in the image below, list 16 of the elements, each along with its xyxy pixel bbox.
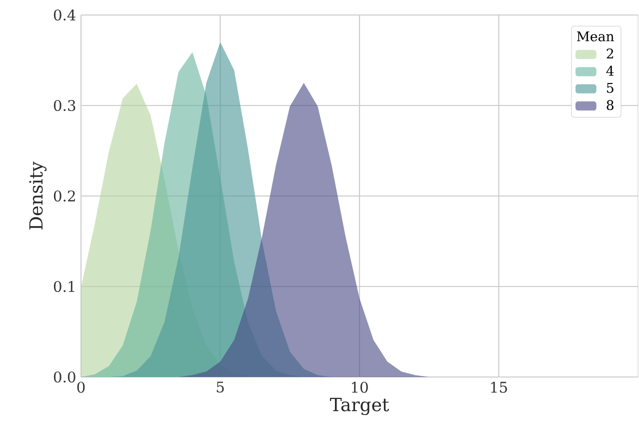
x-tick-label: 5: [216, 382, 224, 393]
x-tick-label: 10: [352, 382, 368, 393]
legend-label: 5: [607, 82, 614, 93]
y-tick-label: 0.4: [54, 9, 76, 21]
y-tick-label: 0.0: [54, 371, 76, 383]
y-tick-label: 0.3: [54, 100, 76, 112]
legend-label: 4: [606, 66, 614, 76]
y-axis-title: Density: [29, 161, 46, 230]
legend-label: 8: [606, 100, 614, 110]
x-axis-title: Target: [330, 398, 390, 416]
x-tick-label: 0: [77, 382, 85, 393]
y-tick-label: 0.1: [54, 280, 74, 292]
y-tick-label: 0.2: [54, 190, 75, 202]
legend-title: Mean: [576, 31, 614, 42]
x-tick-label: 15: [491, 382, 507, 393]
legend-label: 2: [606, 48, 614, 58]
